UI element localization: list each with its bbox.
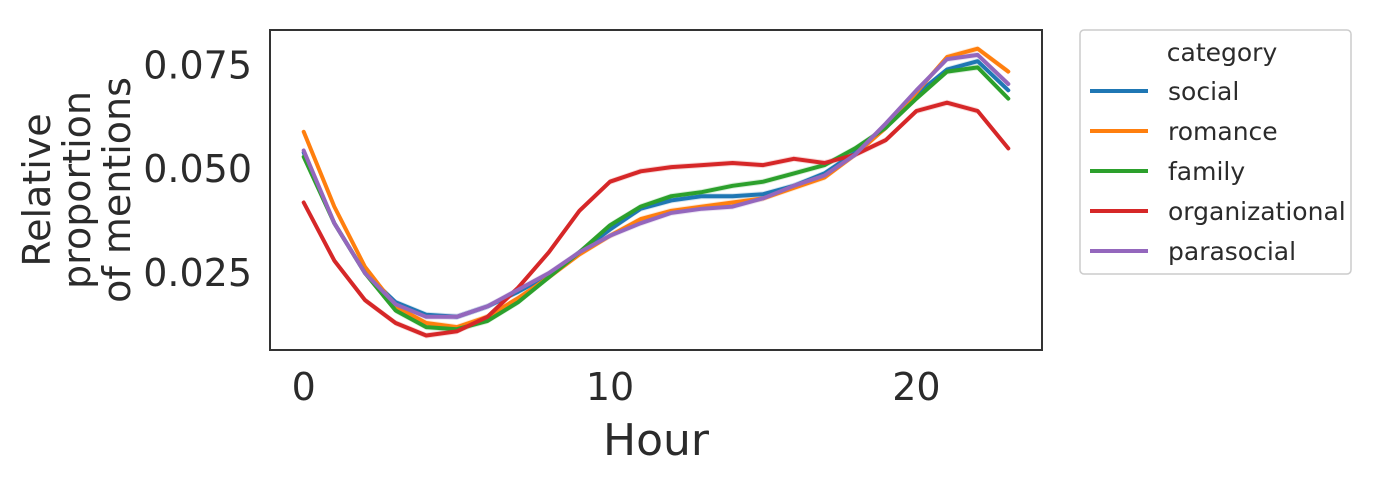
legend-label-organizational: organizational [1168, 197, 1346, 226]
parasocial-line [301, 52, 1011, 319]
series-lines [301, 46, 1011, 338]
family-line [301, 65, 1011, 332]
y-axis-title-line-2: proportion [55, 91, 99, 289]
plot-frame [269, 29, 1043, 351]
x-tick-label: 10 [586, 365, 634, 409]
y-tick-label: 0.050 [143, 147, 252, 191]
x-tick-label: 0 [292, 365, 316, 409]
legend-label-parasocial: parasocial [1168, 237, 1296, 266]
y-axis-ticks: 0.025 0.050 0.075 [143, 43, 252, 295]
legend-title: category [1167, 38, 1278, 67]
legend: category social romance family organization… [1079, 29, 1352, 275]
y-axis-title-line-3: of mentions [95, 77, 139, 303]
y-tick-label: 0.025 [143, 251, 252, 295]
legend-label-romance: romance [1168, 117, 1278, 146]
legend-items: social romance family organizational parasoc… [1090, 77, 1346, 266]
y-axis-title-line-1: Relative [15, 113, 59, 266]
y-axis-title: Relative proportion of mentions [15, 77, 139, 303]
x-tick-label: 20 [892, 365, 940, 409]
legend-label-family: family [1168, 157, 1245, 186]
legend-label-social: social [1168, 77, 1239, 106]
y-tick-label: 0.075 [143, 43, 252, 87]
x-axis-title: Hour [603, 415, 710, 466]
organizational-line [301, 100, 1011, 338]
x-axis-ticks: 0 10 20 [292, 365, 941, 409]
